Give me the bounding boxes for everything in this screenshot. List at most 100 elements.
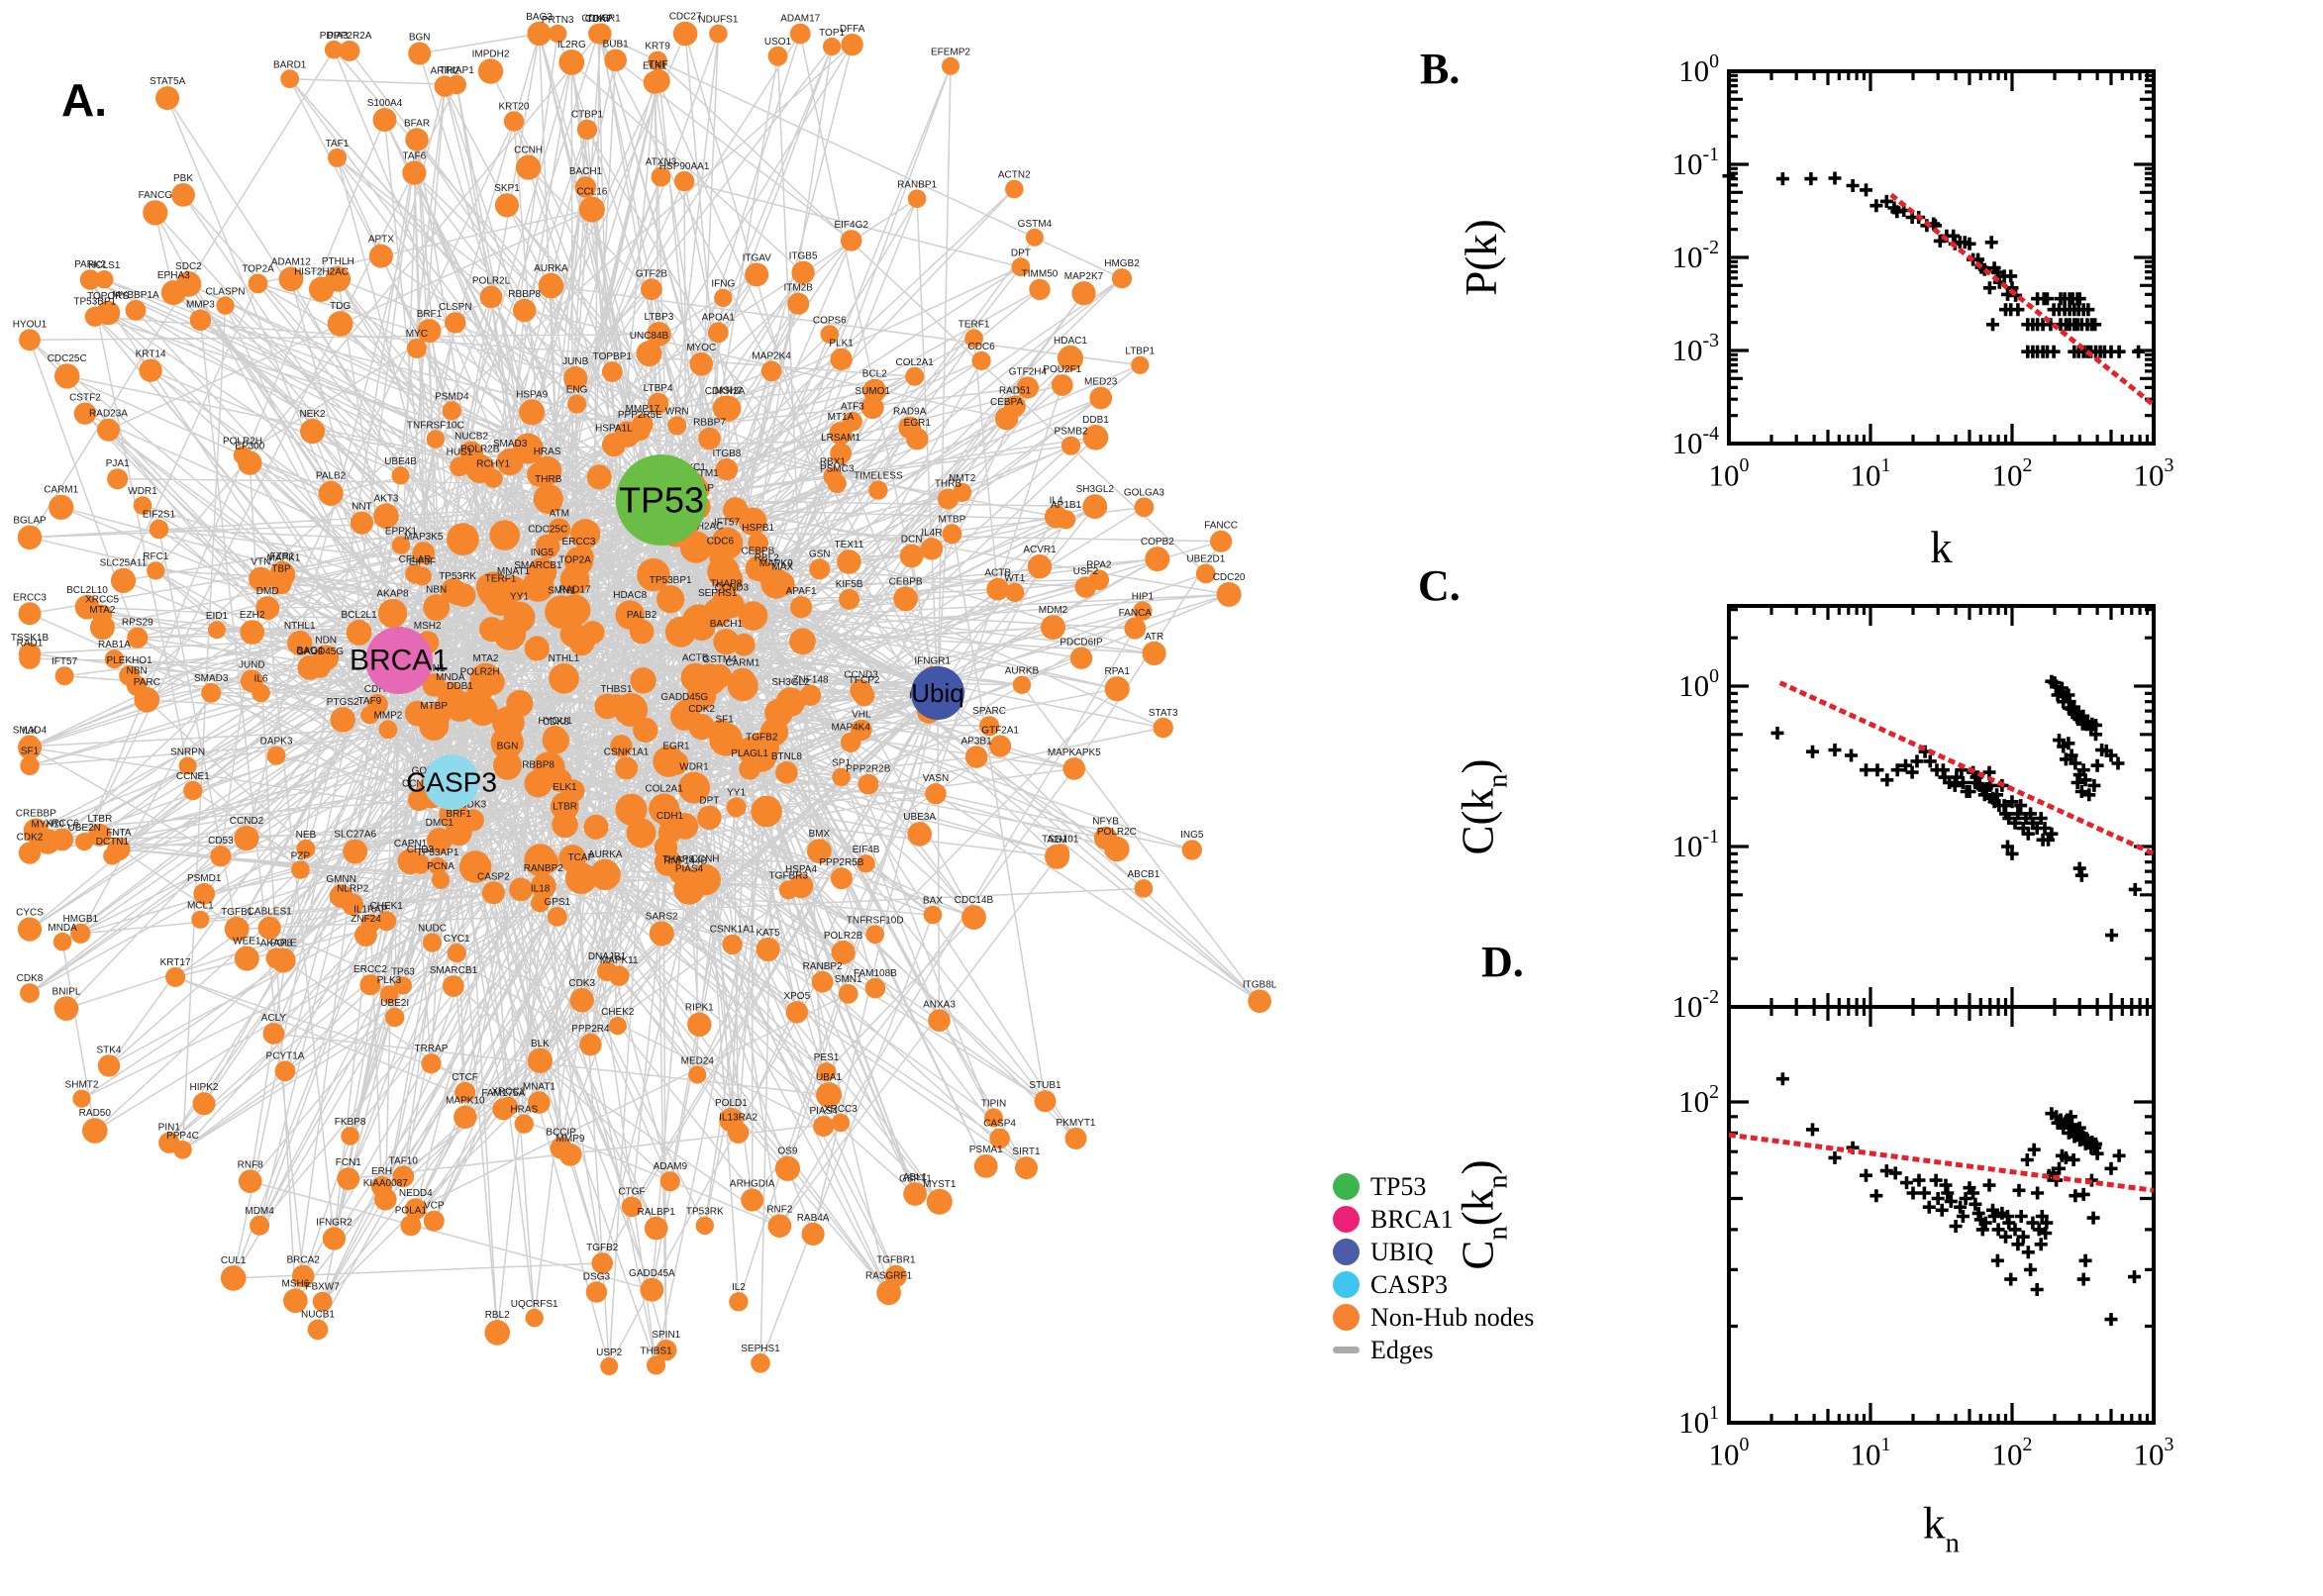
gene-node: [328, 148, 347, 167]
gene-node: [400, 1215, 422, 1237]
gene-node-label: BTNL8: [771, 751, 803, 762]
gene-node-label: XRCC3: [824, 1104, 858, 1115]
gene-node-label: DPT: [699, 796, 719, 807]
gene-node-label: UBE2D1: [1186, 554, 1225, 565]
gene-node: [1015, 1156, 1038, 1180]
gene-node-label: CHEK2: [601, 1007, 635, 1018]
gene-node: [600, 1357, 619, 1375]
gene-node-label: MMP2: [373, 710, 402, 721]
gene-node: [858, 773, 879, 795]
gene-node-label: PLK1: [829, 339, 854, 349]
gene-node-label: BLK: [531, 1039, 550, 1049]
gene-node: [266, 746, 286, 765]
gene-node: [441, 578, 466, 604]
gene-node-label: MNDA: [436, 672, 465, 683]
gene-node-label: PPP2R4: [571, 1024, 610, 1035]
gene-node-label: DAPK3: [260, 737, 293, 748]
gene-node-label: CCNH: [691, 854, 720, 865]
gene-node: [17, 917, 43, 942]
gene-node-label: FANCC: [1204, 521, 1238, 532]
gene-node-label: MSH6: [282, 1278, 310, 1289]
gene-node-label: GTF2A1: [981, 726, 1019, 737]
gene-node-label: BACH1: [569, 166, 603, 177]
gene-node-label: FKBP8: [335, 1117, 366, 1128]
gene-node: [973, 1154, 998, 1178]
gene-node-label: TIMM50: [1022, 269, 1059, 280]
edge-swatch-icon: [1333, 1347, 1360, 1353]
plot-frame: [1727, 69, 2156, 446]
gene-node: [715, 395, 742, 422]
gene-node-label: THRB: [935, 478, 962, 489]
gene-node: [770, 571, 795, 597]
gene-node: [1195, 563, 1216, 584]
gene-node-label: NMT2: [949, 473, 976, 484]
gene-node-label: KIF5B: [836, 579, 863, 590]
scatter-points: [1722, 169, 2146, 358]
gene-node: [839, 588, 860, 610]
gene-node: [615, 756, 639, 780]
legend-item-label: Edges: [1370, 1335, 1434, 1364]
gene-node: [402, 160, 427, 185]
gene-node-label: KRT20: [499, 101, 530, 112]
gene-node: [830, 867, 853, 890]
gene-node-label: MAP2K7: [1064, 271, 1104, 282]
gene-node: [514, 1114, 534, 1134]
gene-node: [421, 1053, 442, 1074]
gene-node-label: DCN: [901, 535, 923, 546]
gene-node-label: IFT57: [51, 656, 78, 667]
gene-node-label: SLC27A6: [334, 830, 376, 841]
gene-node: [143, 200, 168, 226]
gene-node: [787, 292, 810, 315]
gene-node-label: IL4: [1050, 495, 1063, 506]
gene-node-label: TAF1: [326, 139, 350, 150]
gene-node: [97, 1054, 121, 1077]
gene-node-label: TGFB2: [746, 733, 778, 744]
gene-node-label: TGFBR1: [876, 1255, 916, 1266]
gene-node-label: RAD50: [79, 1108, 112, 1119]
y-tick-label: 102: [1678, 1080, 1719, 1120]
plot-panel-d: [1727, 1005, 2156, 1425]
gene-node: [429, 856, 447, 875]
gene-node-label: CDK8: [543, 717, 569, 728]
gene-node-label: TRIAP1: [440, 65, 474, 76]
gene-node-label: CEBPB: [889, 576, 923, 587]
gene-node-label: RNF2: [766, 1204, 793, 1215]
gene-node-label: SDC2: [175, 261, 202, 272]
gene-node-label: RPS29: [122, 618, 153, 629]
gene-node: [248, 273, 268, 294]
gene-node-label: PSMA1: [969, 1145, 1003, 1155]
gene-node: [496, 448, 524, 476]
gene-node-label: PDIA3: [320, 31, 349, 42]
gene-node-label: MYST1: [923, 1179, 957, 1190]
gene-node-label: TERF1: [959, 319, 990, 330]
gene-node-label: AKAP8: [376, 589, 409, 600]
gene-node-label: MTA2: [473, 653, 499, 664]
gene-node: [597, 961, 617, 981]
gene-node: [942, 56, 960, 75]
x-tick-label: 102: [1991, 1434, 2033, 1472]
gene-node-label: XRCC6: [46, 819, 79, 830]
gene-node: [257, 916, 281, 940]
gene-node-label: COPS6: [813, 315, 847, 326]
gene-node: [1134, 497, 1155, 518]
gene-node-label: HMGB1: [63, 914, 99, 925]
gene-node: [767, 46, 788, 66]
gene-node-label: RAD51: [999, 385, 1032, 396]
gene-node-label: HCLS1: [88, 260, 121, 271]
gene-node: [868, 480, 888, 500]
gene-node: [224, 917, 250, 942]
gene-node-label: ING5: [531, 548, 555, 558]
gene-node: [330, 707, 355, 733]
gene-node: [640, 1277, 664, 1302]
y-tick-label: 10-3: [1671, 329, 1719, 368]
plot-panel-c: [1727, 604, 2156, 1009]
gene-node-label: MDM2: [1039, 605, 1068, 616]
y-tick-label: 10-4: [1671, 422, 1719, 461]
gene-node-label: NTHL1: [284, 621, 316, 632]
axis-ticks: [1727, 69, 2156, 446]
gene-node-label: PTGS2: [327, 697, 359, 708]
gene-node-label: YY1: [727, 787, 746, 798]
gene-node-label: RPA1: [1105, 666, 1131, 677]
gene-node: [337, 1167, 360, 1190]
gene-node: [579, 1033, 602, 1056]
